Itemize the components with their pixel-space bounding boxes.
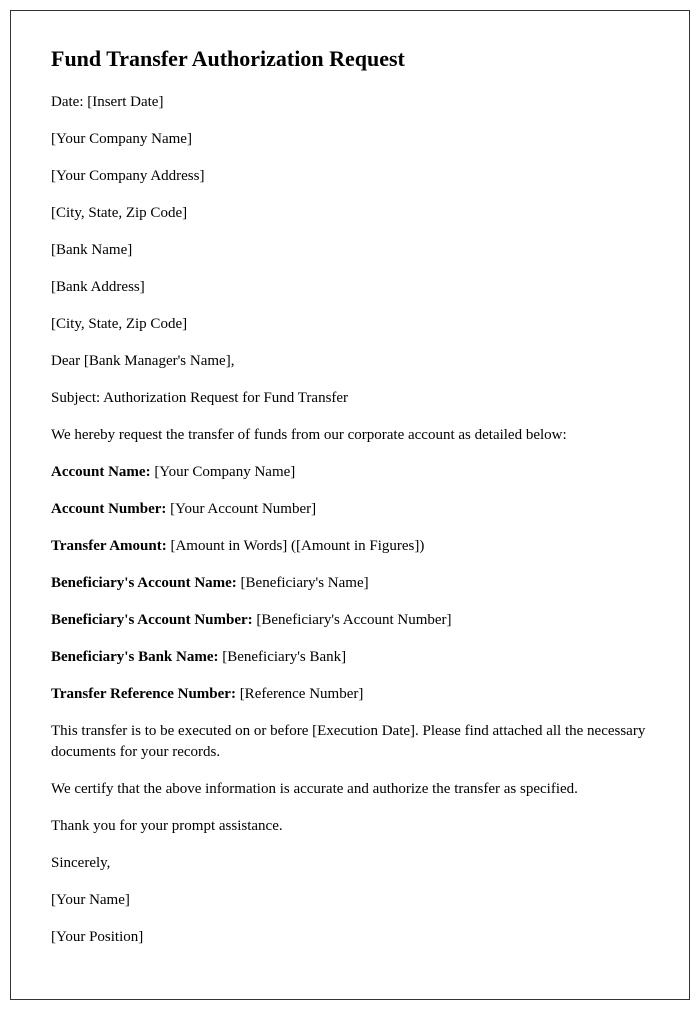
label-beneficiary-bank: Beneficiary's Bank Name: xyxy=(51,649,218,665)
label-account-name: Account Name: xyxy=(51,464,151,480)
company-name: [Your Company Name] xyxy=(51,129,649,150)
company-city: [City, State, Zip Code] xyxy=(51,203,649,224)
certification: We certify that the above information is… xyxy=(51,779,649,800)
field-beneficiary-bank: Beneficiary's Bank Name: [Beneficiary's … xyxy=(51,647,649,668)
value-transfer-amount: [Amount in Words] ([Amount in Figures]) xyxy=(167,538,425,554)
label-account-number: Account Number: xyxy=(51,501,166,517)
bank-name: [Bank Name] xyxy=(51,240,649,261)
subject-line: Subject: Authorization Request for Fund … xyxy=(51,388,649,409)
field-transfer-amount: Transfer Amount: [Amount in Words] ([Amo… xyxy=(51,536,649,557)
signer-position: [Your Position] xyxy=(51,927,649,948)
value-beneficiary-bank: [Beneficiary's Bank] xyxy=(218,649,346,665)
document-title: Fund Transfer Authorization Request xyxy=(51,46,649,72)
date-line: Date: [Insert Date] xyxy=(51,92,649,113)
closing: Sincerely, xyxy=(51,853,649,874)
field-beneficiary-name: Beneficiary's Account Name: [Beneficiary… xyxy=(51,573,649,594)
document-container: Fund Transfer Authorization Request Date… xyxy=(10,10,690,1000)
field-account-name: Account Name: [Your Company Name] xyxy=(51,462,649,483)
value-account-name: [Your Company Name] xyxy=(151,464,296,480)
salutation: Dear [Bank Manager's Name], xyxy=(51,351,649,372)
bank-city: [City, State, Zip Code] xyxy=(51,314,649,335)
label-reference: Transfer Reference Number: xyxy=(51,686,236,702)
execution-note: This transfer is to be executed on or be… xyxy=(51,721,649,763)
field-account-number: Account Number: [Your Account Number] xyxy=(51,499,649,520)
value-beneficiary-name: [Beneficiary's Name] xyxy=(237,575,369,591)
value-beneficiary-account: [Beneficiary's Account Number] xyxy=(253,612,452,628)
label-beneficiary-name: Beneficiary's Account Name: xyxy=(51,575,237,591)
bank-address: [Bank Address] xyxy=(51,277,649,298)
value-reference: [Reference Number] xyxy=(236,686,363,702)
field-beneficiary-account: Beneficiary's Account Number: [Beneficia… xyxy=(51,610,649,631)
field-reference: Transfer Reference Number: [Reference Nu… xyxy=(51,684,649,705)
thanks: Thank you for your prompt assistance. xyxy=(51,816,649,837)
signer-name: [Your Name] xyxy=(51,890,649,911)
company-address: [Your Company Address] xyxy=(51,166,649,187)
label-beneficiary-account: Beneficiary's Account Number: xyxy=(51,612,253,628)
value-account-number: [Your Account Number] xyxy=(166,501,316,517)
intro-paragraph: We hereby request the transfer of funds … xyxy=(51,425,649,446)
label-transfer-amount: Transfer Amount: xyxy=(51,538,167,554)
